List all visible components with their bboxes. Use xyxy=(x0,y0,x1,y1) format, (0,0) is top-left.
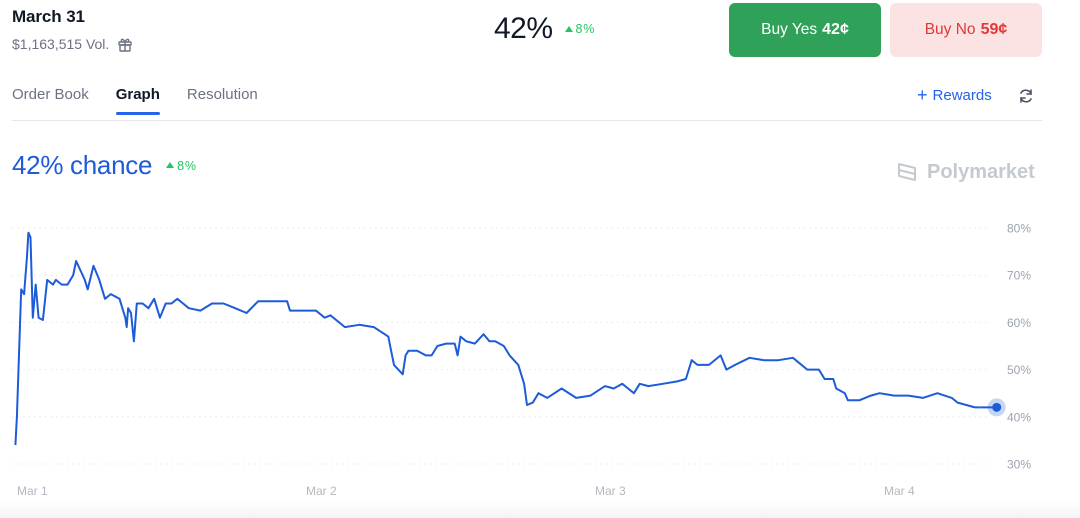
polymarket-brand: Polymarket xyxy=(895,160,1035,184)
y-tick-label: 70% xyxy=(1007,269,1031,283)
chance-delta-value: 8% xyxy=(177,158,197,173)
buy-no-price: 59¢ xyxy=(980,21,1008,38)
chance-row: 42% chance 8% xyxy=(12,150,197,181)
polymarket-logo-icon xyxy=(898,163,916,181)
rewards-label: Rewards xyxy=(932,86,992,104)
up-triangle-icon xyxy=(564,25,573,32)
market-title: March 31 xyxy=(12,7,85,26)
chart-grid xyxy=(12,227,990,465)
buy-yes-price: 42¢ xyxy=(822,21,849,38)
x-tick-label: Mar 4 xyxy=(884,484,915,498)
y-tick-label: 40% xyxy=(1007,410,1031,424)
x-tick-label: Mar 2 xyxy=(306,484,337,498)
buy-yes-label: Buy Yes xyxy=(761,21,818,38)
headline-percent: 42% xyxy=(494,12,553,45)
buy-no-label: Buy No xyxy=(924,21,976,38)
y-tick-label: 60% xyxy=(1007,316,1031,330)
chart-x-axis: Mar 1 Mar 2 Mar 3 Mar 4 xyxy=(17,484,915,498)
tabs-divider xyxy=(12,120,1042,121)
volume-text: $1,163,515 Vol. xyxy=(12,36,110,52)
x-tick-label: Mar 3 xyxy=(595,484,626,498)
tab-order-book[interactable]: Order Book xyxy=(12,86,89,103)
y-tick-label: 80% xyxy=(1007,222,1031,236)
brand-name: Polymarket xyxy=(927,160,1035,183)
tab-graph[interactable]: Graph xyxy=(115,86,161,115)
buy-no-button[interactable]: Buy No 59¢ xyxy=(890,3,1042,57)
y-tick-label: 50% xyxy=(1007,363,1031,377)
y-tick-label: 30% xyxy=(1007,458,1031,472)
market-header: March 31 $1,163,515 Vol. xyxy=(12,7,133,52)
rewards-link[interactable]: + Rewards xyxy=(917,86,992,104)
price-chart[interactable]: 80% 70% 60% 50% 40% 30% Mar 1 Mar 2 Mar 3 Mar 4 xyxy=(0,200,1080,500)
headline-probability: 42% 8% xyxy=(494,12,595,46)
chart-y-axis: 80% 70% 60% 50% 40% 30% xyxy=(1007,222,1031,472)
volume-row: $1,163,515 Vol. xyxy=(12,36,133,52)
chart-series xyxy=(14,231,1006,446)
headline-delta: 8% xyxy=(564,22,596,36)
chance-text: 42% chance xyxy=(12,150,153,180)
chance-delta: 8% xyxy=(166,159,197,173)
up-triangle-icon xyxy=(166,162,175,168)
x-tick-label: Mar 1 xyxy=(17,484,48,498)
tab-bar: Order Book Graph Resolution xyxy=(12,86,258,115)
plus-icon: + xyxy=(917,85,928,105)
series-line xyxy=(14,231,981,446)
bottom-fade xyxy=(0,500,1080,518)
refresh-icon[interactable] xyxy=(1017,87,1035,105)
buy-yes-button[interactable]: Buy Yes 42¢ xyxy=(729,3,881,57)
gift-icon[interactable] xyxy=(117,36,133,52)
tab-resolution[interactable]: Resolution xyxy=(186,86,258,103)
headline-delta-value: 8% xyxy=(575,22,596,36)
